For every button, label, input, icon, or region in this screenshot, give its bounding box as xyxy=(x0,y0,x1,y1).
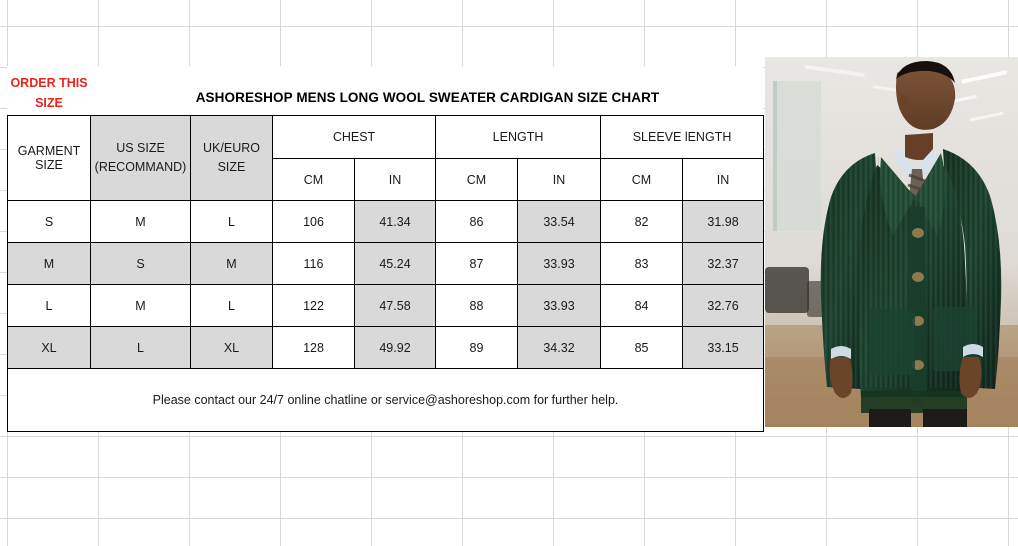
header-group-chest: CHEST xyxy=(272,115,436,159)
order-note-line-2: SIZE xyxy=(35,96,63,110)
cell-sleeve-cm: 82 xyxy=(600,200,684,243)
cell-length-in: 33.54 xyxy=(516,200,602,243)
header-uk-euro-size-line-2: SIZE xyxy=(217,160,246,174)
chart-title: ASHORESHOP MENS LONG WOOL SWEATER CARDIG… xyxy=(92,82,763,112)
order-this-size-note: ORDER THIS SIZE xyxy=(7,71,91,115)
table-row: XL L XL 128 49.92 89 34.32 85 33.15 xyxy=(7,326,765,369)
header-unit-sleeve-in: IN xyxy=(682,158,765,201)
cell-sleeve-cm: 85 xyxy=(600,326,684,369)
header-group-length: LENGTH xyxy=(434,115,602,159)
cell-sleeve-in: 33.15 xyxy=(682,326,765,369)
size-chart-table: GARMENT SIZE US SIZE (RECOMMAND) UK/EURO… xyxy=(6,115,765,432)
cell-chest-cm: 128 xyxy=(272,326,355,369)
cell-sleeve-in: 32.37 xyxy=(682,242,765,285)
cell-length-in: 33.93 xyxy=(516,242,602,285)
cell-chest-in: 47.58 xyxy=(354,284,436,327)
header-unit-length-in: IN xyxy=(516,158,602,201)
table-row: S M L 106 41.34 86 33.54 82 31.98 xyxy=(7,200,765,243)
header-unit-length-cm: CM xyxy=(435,158,518,201)
cell-garment-size: XL xyxy=(7,326,91,369)
cell-chest-in: 45.24 xyxy=(354,242,436,285)
table-row: M S M 116 45.24 87 33.93 83 32.37 xyxy=(7,242,765,285)
header-uk-euro-size: UK/EURO SIZE xyxy=(190,115,273,201)
header-us-size-line-2: (RECOMMAND) xyxy=(94,160,187,174)
cell-chest-cm: 106 xyxy=(272,200,355,243)
cell-chest-in: 49.92 xyxy=(354,326,436,369)
cell-chest-cm: 116 xyxy=(272,242,355,285)
header-row-units: CM IN CM IN CM IN xyxy=(8,158,765,201)
cell-chest-in: 41.34 xyxy=(354,200,436,243)
cell-uk-euro-size: L xyxy=(190,200,273,243)
cell-uk-euro-size: XL xyxy=(190,326,273,369)
order-note-line-1: ORDER THIS xyxy=(10,76,88,90)
cell-garment-size: M xyxy=(7,242,91,285)
header-us-size: US SIZE (RECOMMAND) xyxy=(90,115,191,201)
header-unit-chest-in: IN xyxy=(354,158,436,201)
cell-length-cm: 88 xyxy=(435,284,518,327)
header-group-sleeve-length: SLEEVE lENGTH xyxy=(600,115,765,159)
footer-contact-text: Please contact our 24/7 online chatline … xyxy=(6,368,765,432)
header-row-groups: GARMENT SIZE US SIZE (RECOMMAND) UK/EURO… xyxy=(7,115,765,201)
cell-sleeve-in: 31.98 xyxy=(682,200,765,243)
header-garment-size-line-1: GARMENT xyxy=(17,144,81,158)
header-garment-size: GARMENT SIZE xyxy=(7,115,91,201)
cell-sleeve-cm: 84 xyxy=(600,284,684,327)
cell-us-size: L xyxy=(90,326,191,369)
cell-length-cm: 87 xyxy=(435,242,518,285)
cell-sleeve-in: 32.76 xyxy=(682,284,765,327)
table-row: L M L 122 47.58 88 33.93 84 32.76 xyxy=(7,284,765,327)
cell-uk-euro-size: L xyxy=(190,284,273,327)
header-unit-chest-cm: CM xyxy=(272,158,355,201)
footer-row: Please contact our 24/7 online chatline … xyxy=(6,368,765,432)
cell-length-in: 33.93 xyxy=(516,284,602,327)
cell-us-size: M xyxy=(90,284,191,327)
cell-sleeve-cm: 83 xyxy=(600,242,684,285)
cell-length-cm: 86 xyxy=(435,200,518,243)
cell-chest-cm: 122 xyxy=(272,284,355,327)
cell-us-size: S xyxy=(90,242,191,285)
header-unit-sleeve-cm: CM xyxy=(600,158,684,201)
model-photo-illustration xyxy=(765,57,1018,427)
cell-length-cm: 89 xyxy=(435,326,518,369)
header-uk-euro-size-line-1: UK/EURO xyxy=(203,141,260,155)
cell-garment-size: L xyxy=(7,284,91,327)
header-garment-size-line-2: SIZE xyxy=(35,158,63,172)
header-us-size-line-1: US SIZE xyxy=(116,141,165,155)
cell-uk-euro-size: M xyxy=(190,242,273,285)
cell-us-size: M xyxy=(90,200,191,243)
product-photo xyxy=(765,57,1018,427)
cell-length-in: 34.32 xyxy=(516,326,602,369)
cell-garment-size: S xyxy=(7,200,91,243)
